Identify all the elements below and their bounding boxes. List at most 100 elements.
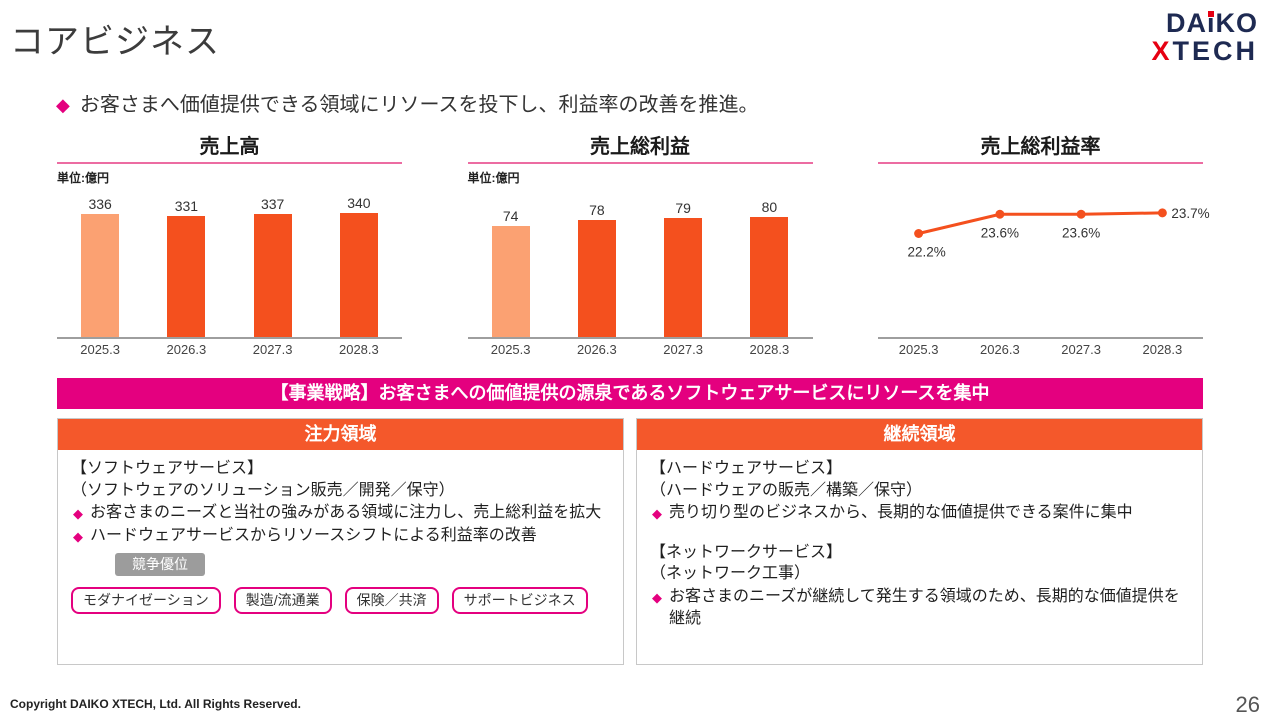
bar-column: 78 [554,202,640,337]
lead-statement: ◆ お客さまへ価値提供できる領域にリソースを投下し、利益率の改善を推進。 [56,88,758,117]
page-title: コアビジネス [10,23,220,61]
x-tick-label: 2025.3 [898,342,939,357]
bar-value-label: 74 [502,208,519,224]
focus-panel-body: 【ソフトウェアサービス】 （ソフトウェアのソリューション販売／開発／保守） ◆ … [58,450,623,664]
bullet-text: 売り切り型のビジネスから、長期的な価値提供できる案件に集中 [669,504,1133,522]
plot-area: 22.2% 23.6% 23.6% 23.7% [878,187,1209,337]
bar-value-label: 340 [347,195,371,211]
service-heading: 【ネットワークサービス】 [650,543,843,561]
logo-text: DA [1165,8,1207,38]
x-tick-label: 2026.3 [979,342,1020,357]
line-point-label: 23.6% [1062,225,1100,240]
bar-column: 74 [468,208,554,337]
diamond-bullet-icon: ◆ [73,528,83,544]
bar [491,226,530,337]
logo-text: TECH [1172,35,1258,66]
service-subheading: （ソフトウェアのソリューション販売／開発／保守） [71,481,455,499]
plot-area: 74 78 79 80 [468,187,813,337]
bullet-text: お客さまのニーズが継続して発生する領域のため、長期的な価値提供を継続 [669,587,1180,627]
bullet-item: ◆ お客さまのニーズが継続して発生する領域のため、長期的な価値提供を継続 [650,586,1189,629]
x-tick-label: 2026.3 [576,342,617,357]
panels-row: 注力領域 【ソフトウェアサービス】 （ソフトウェアのソリューション販売／開発／保… [57,418,1203,665]
line-point [914,229,924,238]
line-chart-canvas: 22.2% 23.6% 23.6% 23.7% [907,206,1209,260]
diamond-bullet-icon: ◆ [652,506,662,522]
x-tick-label: 2028.3 [749,342,790,357]
bar-column: 336 [57,196,143,337]
chart-unit-spacer [878,169,1203,185]
bar-value-label: 80 [761,199,778,215]
logo-text: KO [1215,8,1258,38]
x-axis: 2025.3 2026.3 2027.3 2028.3 [57,337,402,357]
chips-row: モダナイゼーション 製造/流通業 保険／共済 サポートビジネス [71,587,610,615]
bar [750,217,789,337]
bar-value-label: 336 [88,196,112,212]
line-point-label: 23.6% [981,225,1019,240]
line-point [1076,209,1086,219]
x-axis: 2025.3 2026.3 2027.3 2028.3 [467,337,813,357]
bar [577,220,616,337]
plot-area: 336 331 337 340 [57,187,402,337]
bullet-item: ◆ ハードウェアサービスからリソースシフトによる利益率の改善 [71,525,610,547]
bar-column: 79 [640,200,726,337]
chart-unit-label: 単位:億円 [467,171,520,185]
daiko-xtech-logo: DAiKO XTECH [1151,8,1258,66]
continue-panel-body: 【ハードウェアサービス】 （ハードウェアの販売／構築／保守） ◆ 売り切り型のビ… [637,450,1202,664]
bar-column: 340 [316,195,402,337]
x-tick-label: 2027.3 [663,342,703,357]
bullet-item: ◆ お客さまのニーズと当社の強みがある領域に注力し、売上総利益を拡大 [71,502,610,524]
line-point-label: 23.7% [1171,206,1209,221]
diamond-bullet-icon: ◆ [652,589,662,605]
bullet-text: お客さまのニーズと当社の強みがある領域に注力し、売上総利益を拡大 [90,504,602,522]
x-tick-label: 2027.3 [1061,342,1101,357]
bar-column: 331 [143,198,229,337]
diamond-bullet-icon: ◆ [73,506,83,522]
bar [339,213,378,337]
diamond-bullet-icon: ◆ [56,95,70,115]
focus-area-panel: 注力領域 【ソフトウェアサービス】 （ソフトウェアのソリューション販売／開発／保… [57,418,624,665]
x-tick-label: 2025.3 [80,342,120,357]
gross-profit-chart: 売上総利益 単位:億円 74 78 79 80 2025.3 2026.3 2027.3 2… [467,130,813,357]
chart-unit-label: 単位:億円 [57,171,109,185]
competitive-advantage-badge: 競争優位 [115,553,205,577]
bar-value-label: 337 [260,196,285,212]
bullet-text: ハードウェアサービスからリソースシフトによる利益率の改善 [90,526,537,544]
service-heading: 【ハードウェアサービス】 [650,460,843,477]
bullet-item: ◆ 売り切り型のビジネスから、長期的な価値提供できる案件に集中 [650,502,1189,524]
lead-text: お客さまへ価値提供できる領域にリソースを投下し、利益率の改善を推進。 [79,94,759,116]
chip-modernization: モダナイゼーション [71,587,221,615]
logo-i-red-dot: i [1206,8,1216,38]
bar-column: 337 [230,196,316,337]
x-axis: 2025.3 2026.3 2027.3 2028.3 [878,337,1203,357]
bar-value-label: 79 [675,200,691,216]
strategy-banner: 【事業戦略】お客さまへの価値提供の源泉であるソフトウェアサービスにリソースを集中 [57,378,1203,409]
copyright-text: Copyright DAIKO XTECH, Ltd. All Rights R… [10,697,301,711]
gross-margin-chart: 売上総利益率 22.2% 23.6% 23.6% 23.7% 2025.3 2026.3… [878,130,1210,357]
line-point-label: 22.2% [907,245,945,260]
line-point [1157,208,1167,218]
bar-column: 80 [726,199,812,337]
bar [253,214,292,337]
logo-line1: DAiKO [1151,8,1258,38]
bar [167,216,206,337]
x-tick-label: 2026.3 [166,342,207,357]
chip-insurance: 保険／共済 [344,587,439,615]
revenue-chart: 売上高 単位:億円 336 331 337 340 2025.3 2026.3 2027.… [57,130,402,357]
charts-row: 売上高 単位:億円 336 331 337 340 2025.3 2026.3 2027.… [57,130,1210,357]
chart-title: 売上総利益 [467,130,813,164]
bar-value-label: 78 [589,202,605,218]
page-number: 26 [1235,692,1260,717]
x-tick-label: 2027.3 [252,342,293,357]
bar [664,218,703,337]
x-tick-label: 2028.3 [1142,342,1183,357]
x-tick-label: 2025.3 [490,342,531,357]
service-subheading: （ネットワーク工事） [650,565,811,583]
chip-manufacturing-distribution: 製造/流通業 [233,587,332,615]
line-point [995,209,1005,219]
service-subheading: （ハードウェアの販売／構築／保守） [650,481,923,499]
logo-line2: XTECH [1151,35,1258,66]
continue-panel-header: 継続領域 [637,419,1202,450]
bar-value-label: 331 [174,198,199,214]
chart-title: 売上高 [57,130,402,164]
